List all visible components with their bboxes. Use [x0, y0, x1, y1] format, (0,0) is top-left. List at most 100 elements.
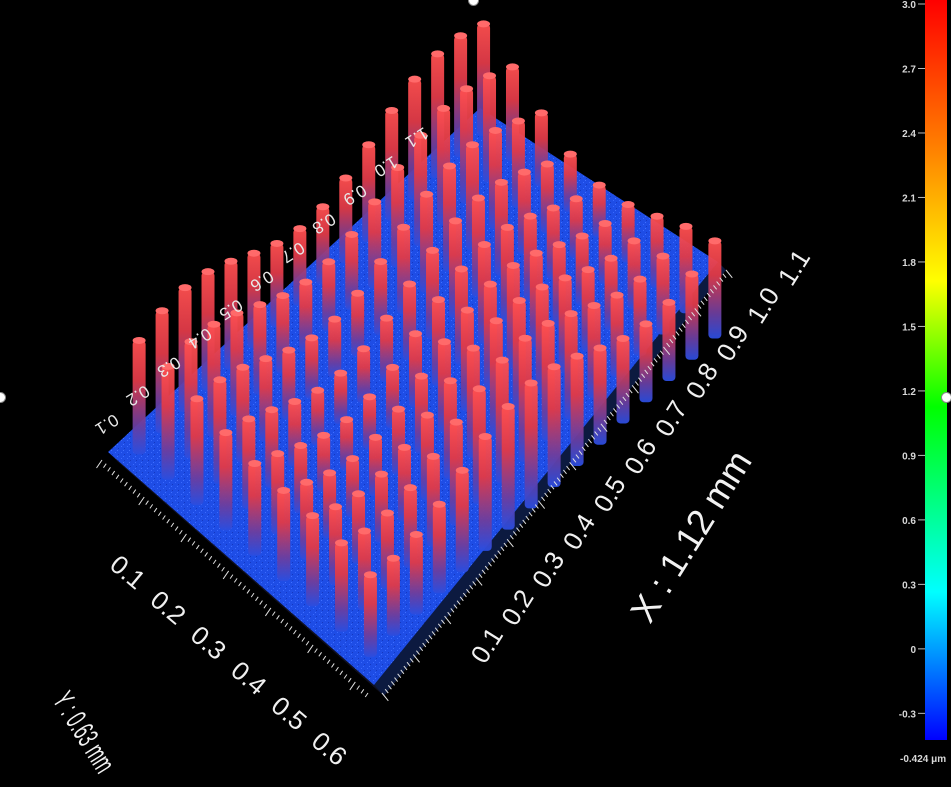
y-tick-mark — [233, 578, 238, 583]
x-tick-mark — [719, 277, 724, 282]
x-tick-mark — [550, 485, 555, 490]
x-tick-mark — [709, 288, 714, 294]
x-tick-mark — [409, 658, 414, 663]
colorbar-tick-label: 2.7 — [902, 64, 916, 75]
x-tick-label: 0.5 — [587, 471, 632, 518]
y-tick-mark — [111, 470, 116, 476]
y-tick-mark — [208, 555, 213, 561]
x-tick-mark — [522, 519, 527, 525]
substrate-side — [108, 452, 384, 696]
pillar — [322, 258, 336, 332]
pillar — [547, 363, 561, 488]
y-tick-mark — [288, 626, 293, 631]
y-tick-mark — [162, 515, 166, 520]
x-tick-mark — [609, 411, 614, 417]
x-tick-mark — [638, 377, 642, 382]
x-tick-mark — [487, 561, 492, 567]
pillar — [593, 344, 607, 445]
x-tick-mark — [387, 684, 392, 690]
y-tick-mark — [297, 633, 301, 639]
x-tick-mark — [494, 554, 499, 559]
pillar — [386, 554, 400, 636]
x-tick-mark — [644, 369, 649, 375]
pillar — [357, 345, 371, 404]
x-tick-mark — [675, 331, 680, 336]
colorbar-tick-label: 0.3 — [902, 580, 916, 591]
x-tick-mark — [622, 396, 627, 402]
pillar — [455, 466, 469, 573]
x-tick-mark — [581, 446, 586, 452]
y-tick-mark — [356, 685, 360, 690]
x-tick-mark — [697, 304, 702, 309]
x-tick-mark — [594, 431, 599, 436]
x-tick-mark — [666, 342, 671, 348]
x-tick-label: 0.8 — [679, 357, 724, 404]
pillar-array — [132, 20, 722, 658]
x-tick-mark — [553, 481, 558, 486]
y-tick-mark — [280, 618, 284, 624]
y-tick-mark — [255, 596, 259, 602]
x-tick-mark — [691, 311, 696, 317]
y-tick-mark — [293, 629, 297, 635]
y-tick-mark — [276, 615, 280, 620]
x-tick-mark — [700, 300, 705, 305]
x-tick-mark — [425, 638, 430, 644]
y-tick-mark — [364, 692, 369, 698]
pillar — [478, 432, 492, 551]
colorbar-tick-label: 2.1 — [902, 193, 916, 204]
y-tick-label: 0.5 — [266, 690, 313, 736]
x-tick-mark — [653, 358, 658, 363]
y-tick-mark — [149, 504, 154, 509]
x-tick-mark — [544, 492, 549, 498]
pillar — [409, 530, 423, 615]
x-tick-mark — [575, 454, 580, 459]
y-tick-mark — [166, 518, 170, 524]
y-tick-mark — [339, 670, 344, 676]
pillar — [334, 369, 348, 425]
x-tick-mark — [656, 354, 661, 359]
y-tick-mark — [222, 570, 230, 580]
y-tick-mark — [238, 581, 242, 587]
resize-handle-right[interactable] — [941, 392, 951, 403]
x-tick-mark — [397, 673, 402, 678]
far-axis-label: 0.8 — [309, 209, 339, 238]
x-tick-mark — [600, 423, 608, 432]
pillar — [219, 429, 233, 531]
colorbar-tick-label: 0 — [910, 645, 916, 656]
pillar — [708, 237, 722, 339]
colorbar-tick-label: 0.6 — [902, 516, 916, 527]
x-tick-mark — [706, 292, 711, 298]
colorbar-tick-label: -0.3 — [899, 709, 917, 720]
colorbar-min-label: -0.424 μm — [900, 754, 946, 765]
y-tick-mark — [305, 640, 310, 646]
x-tick-mark — [525, 515, 530, 521]
y-tick-mark — [204, 552, 208, 557]
x-tick-mark — [434, 627, 439, 632]
pillar — [432, 500, 446, 594]
x-tick-mark — [681, 323, 686, 329]
pillar — [335, 539, 349, 632]
x-tick-mark — [475, 577, 483, 586]
x-tick-mark — [725, 269, 733, 279]
far-axis-label: 0.2 — [123, 381, 153, 410]
x-tick-mark — [512, 531, 517, 536]
x-tick-label: 0.6 — [618, 433, 663, 480]
far-axis-label: 1.1 — [402, 123, 432, 152]
pillar — [363, 571, 377, 658]
y-tick-mark — [96, 459, 103, 469]
pillar — [328, 315, 342, 378]
y-tick-mark — [136, 493, 141, 498]
x-tick-mark — [441, 619, 445, 625]
x-tick-mark — [431, 631, 436, 636]
x-tick-mark — [688, 315, 693, 321]
y-tick-mark — [307, 644, 314, 654]
pillar — [306, 512, 320, 607]
y-tick-mark — [349, 681, 356, 691]
x-tick-mark — [437, 623, 442, 628]
x-tick-mark — [619, 400, 624, 405]
pillar — [161, 362, 175, 480]
y-tick-mark — [242, 585, 246, 591]
x-tick-mark — [628, 388, 633, 394]
y-tick-mark — [250, 592, 255, 598]
